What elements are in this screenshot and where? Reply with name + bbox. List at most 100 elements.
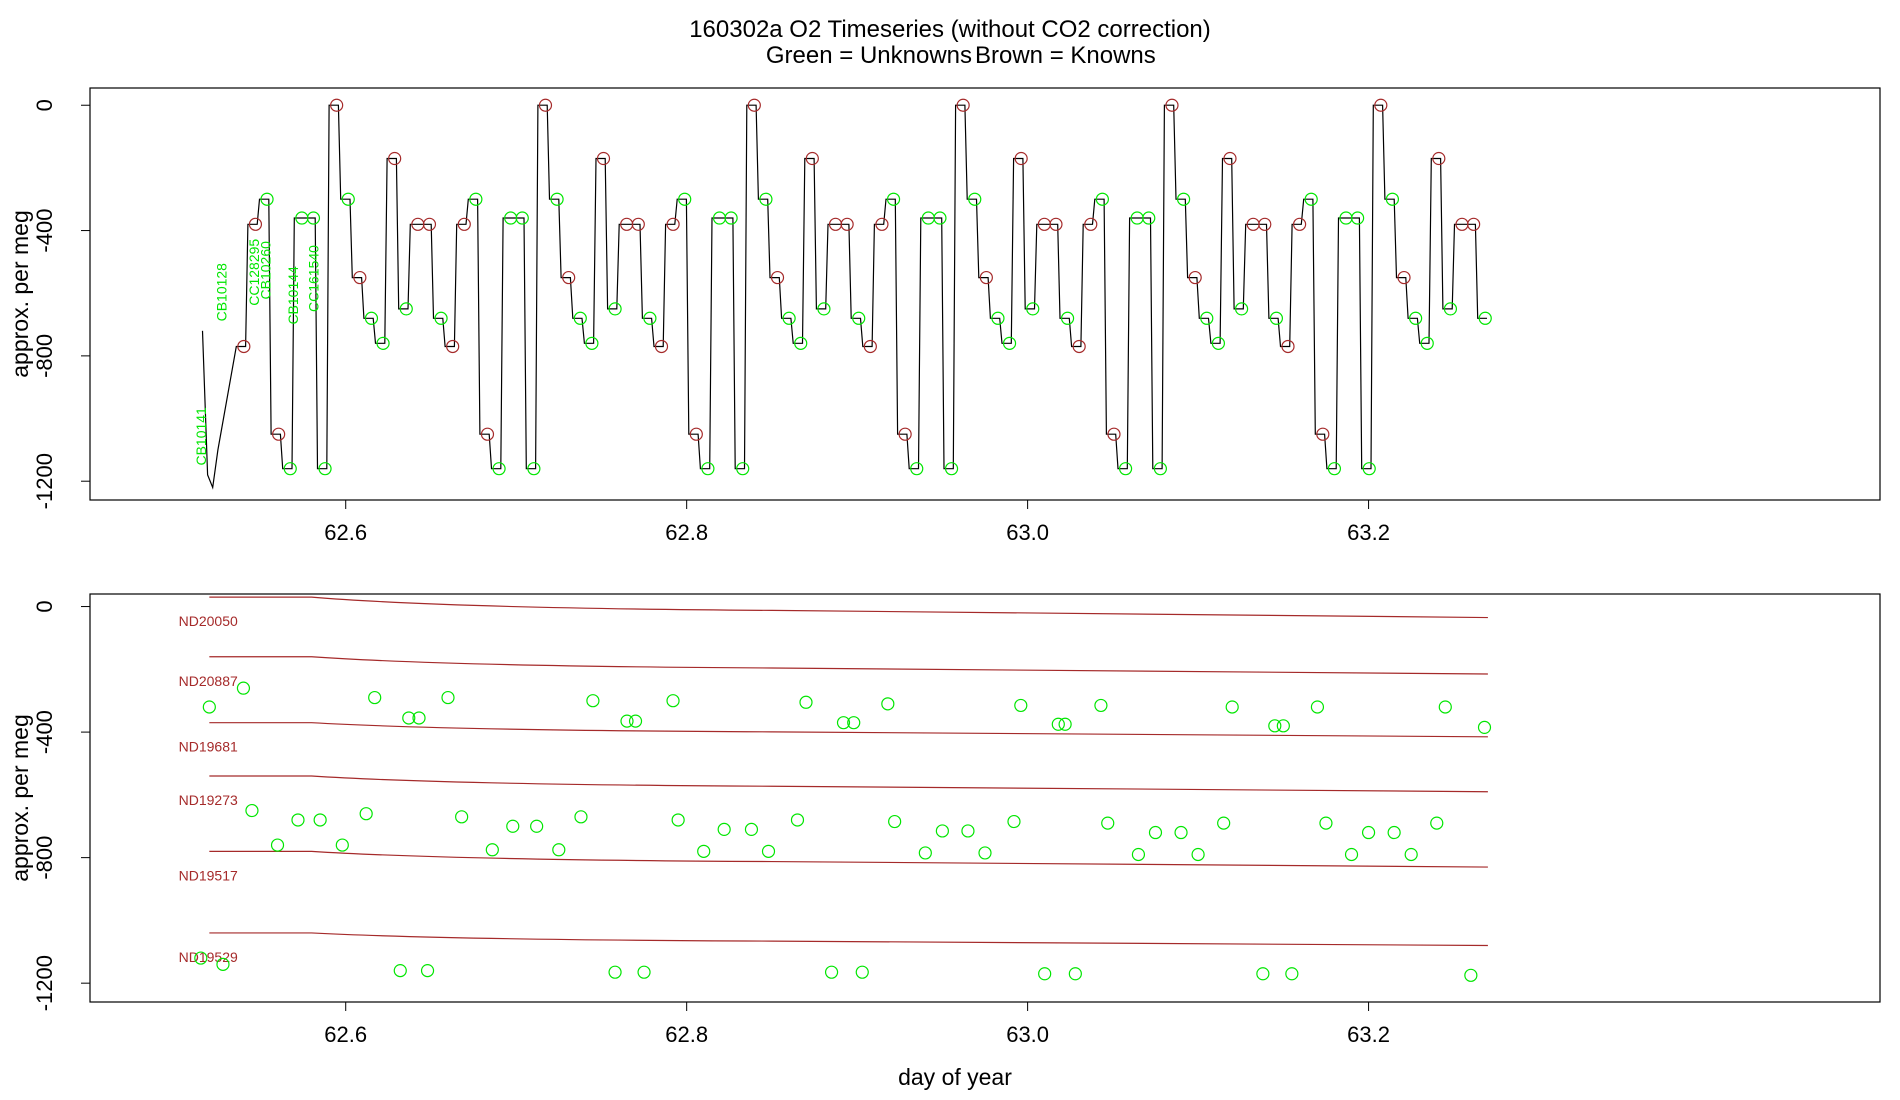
known-sample-marker	[898, 427, 912, 441]
unknown-point	[628, 714, 643, 728]
unknown-point	[1068, 967, 1082, 981]
unknown-point	[1217, 816, 1231, 830]
unknown-point	[888, 814, 902, 829]
legend-unknowns: Green = Unknowns	[766, 42, 972, 69]
unknown-point	[836, 716, 851, 730]
unknown-point	[761, 844, 776, 858]
unknown-point	[1174, 825, 1188, 840]
unknown-point	[194, 951, 208, 965]
known-sample-marker	[863, 339, 877, 354]
top-y-axis-label: approx. per meg	[7, 210, 33, 377]
unknown-sample-marker	[1095, 192, 1109, 206]
unknown-sample-marker	[492, 462, 506, 476]
reference-line	[209, 722, 1488, 738]
reference-line	[209, 775, 1488, 793]
unknown-point	[455, 810, 469, 824]
unknown-point	[1225, 700, 1239, 714]
unknown-point	[1310, 700, 1325, 714]
unknown-point	[485, 843, 499, 857]
unknown-point	[1438, 700, 1452, 714]
unknown-sample-marker	[527, 462, 541, 476]
unknown-sample-marker	[1118, 462, 1133, 476]
unknown-sample-marker	[817, 302, 831, 316]
unknown-sample-marker	[260, 192, 274, 206]
known-sample-marker	[1107, 427, 1121, 441]
unknown-sample-marker	[991, 311, 1005, 325]
known-sample-marker	[1072, 339, 1086, 354]
unknown-sample-marker	[886, 192, 901, 206]
unknown-sample-marker	[1026, 302, 1040, 316]
unknown-point	[961, 824, 975, 838]
known-sample-marker	[1281, 339, 1295, 354]
unknown-point	[1276, 719, 1290, 733]
unknown-point	[1464, 968, 1478, 982]
unknown-point	[637, 965, 651, 979]
top-x-tick-label: 63.2	[1347, 520, 1390, 545]
unknown-point	[530, 819, 544, 833]
top-y-tick-label: -800	[32, 334, 57, 378]
unknown-point	[245, 803, 259, 818]
reference-label: ND19681	[179, 739, 238, 755]
bottom-x-tick-label: 63.0	[1006, 1022, 1049, 1047]
unknown-sample-marker	[1304, 192, 1318, 206]
known-sample-marker	[480, 427, 495, 441]
unknown-point	[717, 822, 731, 836]
known-sample-marker	[654, 339, 669, 354]
unknown-point	[291, 813, 305, 827]
known-sample-marker	[272, 427, 286, 441]
unknown-point	[236, 681, 251, 695]
unknown-point	[359, 807, 373, 821]
known-sample-marker	[1432, 151, 1446, 166]
bottom-y-axis-label: approx. per meg	[7, 714, 33, 881]
bottom-y-tick-label: -1200	[32, 955, 57, 1011]
unknown-sample-marker	[341, 192, 355, 206]
unknown-point	[1477, 720, 1492, 734]
unknown-sample-marker	[364, 311, 379, 325]
unknown-sample-marker	[678, 192, 692, 206]
standard-label: CC128295	[246, 239, 262, 306]
unknown-point	[1131, 847, 1146, 862]
unknown-sample-marker	[1142, 211, 1156, 225]
unknown-point	[506, 819, 520, 833]
unknown-point	[552, 843, 566, 857]
o2-trace-line	[201, 104, 1487, 490]
unknown-sample-marker	[944, 462, 959, 476]
unknown-point	[918, 846, 932, 860]
known-sample-marker	[689, 427, 703, 441]
known-sample-marker	[805, 151, 819, 166]
unknown-sample-marker	[434, 311, 448, 325]
unknown-sample-marker	[573, 311, 587, 325]
unknown-sample-marker	[1200, 311, 1214, 325]
unknown-sample-marker	[643, 311, 657, 325]
bottom-y-tick-label: -400	[32, 710, 57, 754]
bottom-panel: 62.6 62.8 63.0 63.2 0 -400 -800 -1200 approx. p…	[7, 593, 1881, 1090]
unknown-sample-marker	[852, 311, 866, 325]
unknown-point	[402, 711, 416, 725]
unknown-sample-marker	[910, 462, 924, 476]
unknown-point	[216, 957, 230, 971]
known-sample-marker	[666, 217, 680, 231]
known-sample-marker	[1049, 217, 1063, 231]
unknown-sample-marker	[1385, 192, 1400, 206]
unknown-sample-marker	[724, 211, 738, 225]
top-panel: 62.6 62.8 63.0 63.2 0 -400 -800 -1200 approx. p…	[7, 87, 1881, 545]
unknown-point	[671, 813, 685, 827]
standard-label: CB10260	[258, 241, 274, 300]
unknown-point	[1268, 719, 1282, 733]
unknown-point	[1058, 717, 1072, 731]
unknown-sample-marker	[1443, 302, 1458, 316]
top-x-tick-label: 62.6	[324, 520, 367, 545]
legend-knowns: Brown = Knowns	[975, 42, 1156, 69]
known-sample-marker	[422, 217, 437, 231]
unknown-point	[608, 965, 622, 979]
unknown-point	[935, 824, 949, 838]
known-sample-marker	[1165, 98, 1179, 112]
known-sample-marker	[1223, 151, 1237, 166]
unknown-sample-marker	[1409, 311, 1423, 325]
known-sample-marker	[631, 217, 645, 231]
unknown-point	[1430, 816, 1444, 830]
unknown-sample-marker	[782, 311, 796, 325]
standard-label: CC161540	[305, 245, 321, 312]
unknown-sample-marker	[1327, 462, 1342, 476]
unknown-point	[1101, 816, 1115, 830]
